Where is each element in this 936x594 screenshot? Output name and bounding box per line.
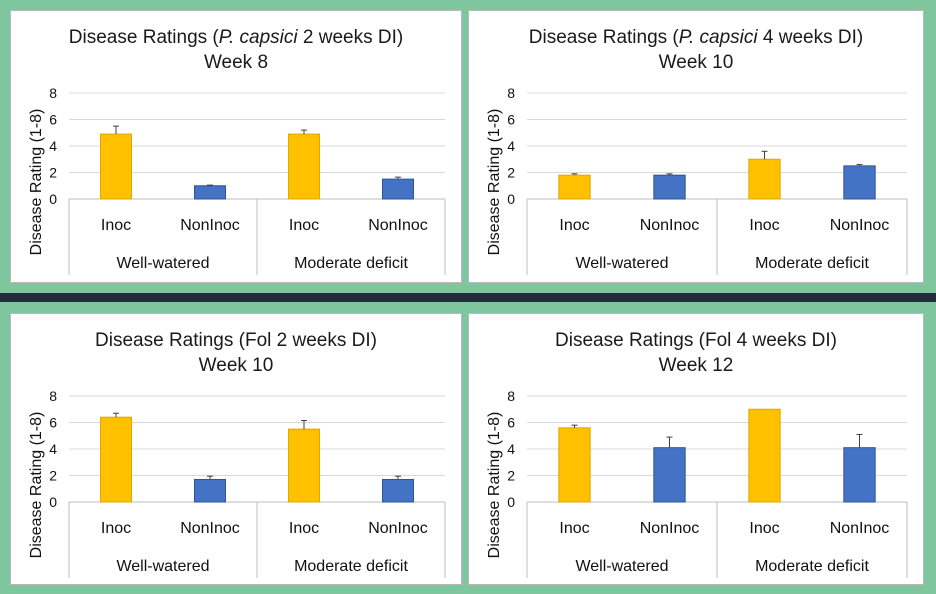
bar xyxy=(287,428,321,503)
y-axis-label: Disease Rating (1-8) xyxy=(486,109,503,256)
x-group-label: Moderate deficit xyxy=(755,558,869,575)
bar xyxy=(381,178,415,200)
chart-title: Disease Ratings (P. capsici 2 weeks DI) xyxy=(11,26,461,49)
bar xyxy=(99,133,133,200)
x-category-label: NonInoc xyxy=(180,520,240,537)
chart-title-text: Disease Ratings (Fol 4 weeks DI) xyxy=(555,330,837,351)
bar xyxy=(748,408,781,503)
chart-subtitle: Week 10 xyxy=(198,355,274,376)
x-group-label: Well-watered xyxy=(116,255,209,272)
y-tick-label: 6 xyxy=(49,112,57,128)
bar xyxy=(843,447,876,503)
bar xyxy=(843,165,876,200)
x-category-label: Inoc xyxy=(101,217,131,234)
x-category-label: Inoc xyxy=(101,520,131,537)
y-tick-label: 2 xyxy=(49,468,57,484)
y-tick-label: 2 xyxy=(49,165,57,181)
section-divider xyxy=(0,293,936,302)
x-group-label: Moderate deficit xyxy=(294,255,408,272)
x-category-label: Inoc xyxy=(289,217,319,234)
x-category-label: NonInoc xyxy=(830,520,890,537)
y-tick-label: 8 xyxy=(49,388,57,404)
chart-subtitle: Week 10 xyxy=(658,52,734,73)
y-tick-label: 2 xyxy=(507,468,515,484)
chart-title-species: P. capsici xyxy=(678,27,758,48)
bar xyxy=(748,158,781,200)
y-tick-label: 4 xyxy=(49,138,57,154)
x-category-label: NonInoc xyxy=(640,520,700,537)
y-tick-label: 4 xyxy=(507,441,515,457)
chart-panel-1: Disease Ratings (P. capsici 2 weeks DI) … xyxy=(10,10,462,283)
chart-title-text-end: 2 weeks DI) xyxy=(297,27,404,48)
x-category-label: NonInoc xyxy=(830,217,890,234)
y-tick-label: 6 xyxy=(49,415,57,431)
y-tick-label: 8 xyxy=(49,85,57,101)
x-group-label: Well-watered xyxy=(116,558,209,575)
chart-panel-2: Disease Ratings (P. capsici 4 weeks DI) … xyxy=(468,10,924,283)
chart-title-text-end: 4 weeks DI) xyxy=(757,27,864,48)
y-axis-label: Disease Rating (1-8) xyxy=(28,109,45,256)
x-group-label: Moderate deficit xyxy=(294,558,408,575)
bar xyxy=(381,478,415,503)
y-tick-label: 0 xyxy=(507,494,515,510)
x-category-label: Inoc xyxy=(559,217,589,234)
y-tick-label: 8 xyxy=(507,388,515,404)
y-tick-label: 6 xyxy=(507,415,515,431)
x-category-label: NonInoc xyxy=(368,520,428,537)
bar xyxy=(287,133,321,200)
x-category-label: Inoc xyxy=(559,520,589,537)
x-category-label: Inoc xyxy=(749,217,779,234)
x-group-label: Well-watered xyxy=(575,558,668,575)
y-tick-label: 6 xyxy=(507,112,515,128)
x-group-label: Moderate deficit xyxy=(755,255,869,272)
x-category-label: Inoc xyxy=(289,520,319,537)
y-tick-label: 4 xyxy=(49,441,57,457)
x-category-label: NonInoc xyxy=(180,217,240,234)
bar xyxy=(653,174,686,200)
bar xyxy=(99,416,133,503)
chart-title: Disease Ratings (Fol 4 weeks DI) xyxy=(469,329,923,352)
chart-title-text: Disease Ratings ( xyxy=(528,27,679,48)
chart-subtitle: Week 8 xyxy=(203,52,269,73)
chart-panel-4: Disease Ratings (Fol 4 weeks DI) Week 12… xyxy=(468,313,924,585)
chart-title: Disease Ratings (Fol 2 weeks DI) xyxy=(11,329,461,352)
bar xyxy=(558,174,591,200)
x-category-label: NonInoc xyxy=(640,217,700,234)
chart-title-text: Disease Ratings (Fol 2 weeks DI) xyxy=(95,330,377,351)
x-group-label: Well-watered xyxy=(575,255,668,272)
chart-panel-3: Disease Ratings (Fol 2 weeks DI) Week 10… xyxy=(10,313,462,585)
bar xyxy=(558,427,591,503)
bar xyxy=(193,478,227,503)
y-axis-label: Disease Rating (1-8) xyxy=(28,412,45,559)
y-tick-label: 4 xyxy=(507,138,515,154)
chart-title: Disease Ratings (P. capsici 4 weeks DI) xyxy=(469,26,923,49)
y-tick-label: 0 xyxy=(507,191,515,207)
y-tick-label: 0 xyxy=(49,191,57,207)
x-category-label: Inoc xyxy=(749,520,779,537)
chart-title-species: P. capsici xyxy=(218,27,298,48)
y-tick-label: 8 xyxy=(507,85,515,101)
bar xyxy=(193,185,227,200)
y-tick-label: 2 xyxy=(507,165,515,181)
x-category-label: NonInoc xyxy=(368,217,428,234)
chart-title-text: Disease Ratings ( xyxy=(68,27,219,48)
bar xyxy=(653,447,686,503)
y-tick-label: 0 xyxy=(49,494,57,510)
chart-subtitle: Week 12 xyxy=(658,355,734,376)
y-axis-label: Disease Rating (1-8) xyxy=(486,412,503,559)
